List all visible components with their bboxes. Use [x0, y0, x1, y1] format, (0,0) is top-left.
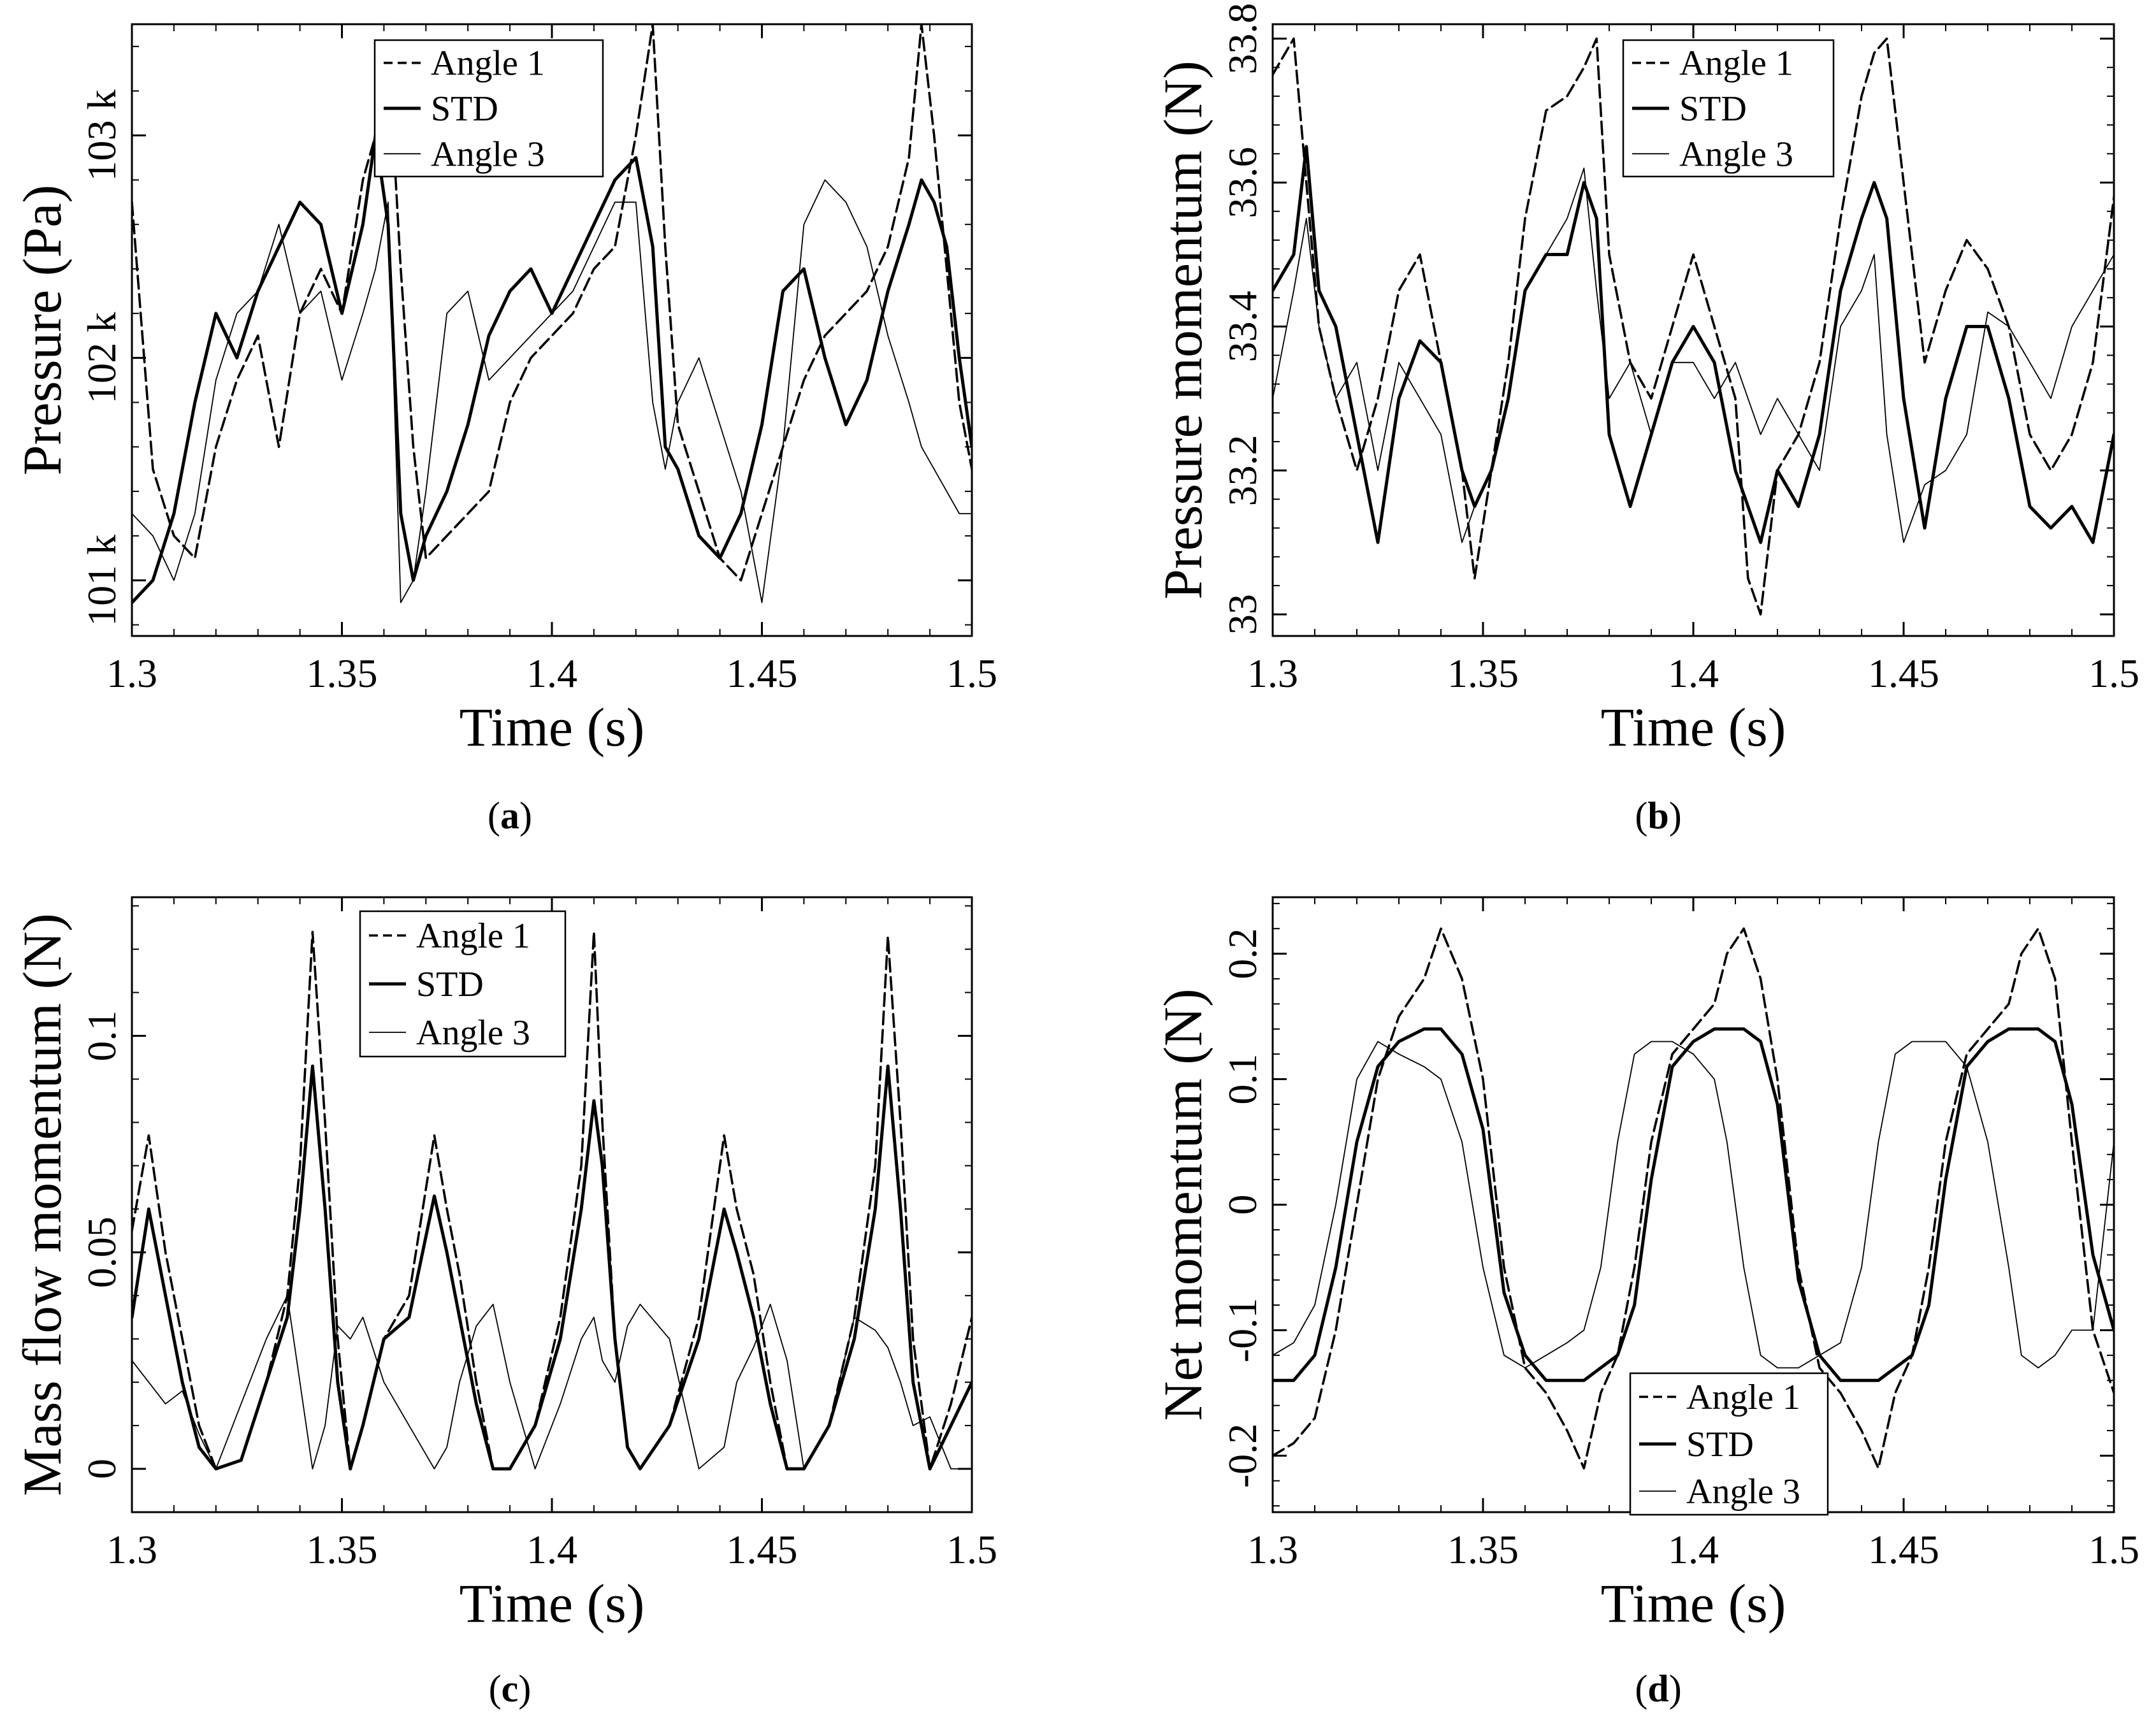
panel-d-series-angle-1-line: [1273, 927, 2114, 1469]
panel-b-x-tick-label: 1.35: [1447, 651, 1519, 696]
panel-a-x-tick-label: 1.5: [946, 651, 997, 696]
panel-d-x-tick-label: 1.5: [2088, 1527, 2139, 1572]
panel-d-x-tick-label: 1.4: [1668, 1527, 1719, 1572]
panel-b-series-angle-3-line: [1273, 168, 2114, 544]
panel-c-y-tick-label: 0.1: [79, 1010, 124, 1061]
panel-c-x-tick-label: 1.4: [526, 1527, 577, 1572]
panel-d-x-tick-label: 1.3: [1247, 1527, 1298, 1572]
panel-d-x-tick-label: 1.35: [1447, 1527, 1519, 1572]
panel-a-legend-label: Angle 1: [431, 44, 545, 83]
panel-b: 1.3 1.35 1.4 1.45 1.5 33 33.2 33.4 33.6 33.8 Time…: [1152, 3, 2139, 837]
panel-b-x-tick-label: 1.4: [1668, 651, 1719, 696]
panel-a-x-axis-label: Time (s): [459, 696, 645, 758]
panel-b-y-tick-label: 33.6: [1220, 147, 1265, 218]
panel-d-x-axis-label: Time (s): [1601, 1573, 1786, 1634]
panel-d-legend-label: Angle 1: [1686, 1378, 1800, 1417]
panel-a-x-tick-label: 1.4: [526, 651, 577, 696]
panel-a-y-tick-label: 102 k: [79, 312, 124, 404]
panel-a-x-tick-label: 1.45: [727, 651, 798, 696]
panel-c-y-tick-label: 0.05: [79, 1216, 124, 1288]
panel-b-x-tick-label: 1.45: [1868, 651, 1939, 696]
panel-b-ticks: 1.3 1.35 1.4 1.45 1.5 33 33.2 33.4 33.6 33.8: [1220, 3, 2139, 696]
panel-c-legend-label: Angle 1: [416, 916, 530, 956]
panel-c-y-tick-label: 0: [79, 1459, 124, 1479]
panel-b-x-axis-label: Time (s): [1601, 696, 1786, 758]
panel-d-legend-label: STD: [1686, 1425, 1754, 1464]
panel-c-y-axis-label: Mass flow momentum (N): [11, 913, 73, 1496]
panel-d-y-tick-label: -0.1: [1220, 1298, 1265, 1362]
panel-a-y-tick-label: 101 k: [79, 535, 124, 626]
panel-c-x-tick-label: 1.35: [307, 1527, 378, 1572]
panel-d-series-angle-3-line: [1273, 1041, 2114, 1369]
panel-c-legend: Angle 1 STD Angle 3: [359, 910, 567, 1058]
panel-b-series-angle-1-line: [1273, 37, 2114, 616]
panel-a-series-std-line: [132, 134, 972, 605]
panel-b-caption-letter: b: [1647, 795, 1668, 837]
panel-d-x-tick-label: 1.45: [1868, 1527, 1939, 1572]
panel-b-series-std-line: [1273, 145, 2114, 544]
panel-a-x-tick-label: 1.3: [106, 651, 157, 696]
panel-b-plot-area: [1273, 37, 2114, 616]
panel-c-caption: (c): [489, 1668, 532, 1710]
panel-a-ticks: 1.3 1.35 1.4 1.45 1.5 101 k 102 k 103 k: [79, 24, 997, 696]
panel-d-legend-label: Angle 3: [1686, 1472, 1800, 1512]
panel-a-legend-label: STD: [431, 89, 498, 129]
panel-a-y-tick-label: 103 k: [79, 90, 124, 182]
panel-a-series-angle-1-line: [132, 24, 972, 582]
panel-a-series-angle-3-line: [132, 179, 972, 603]
panel-b-caption: (b): [1635, 795, 1681, 837]
panel-b-x-tick-label: 1.5: [2088, 651, 2139, 696]
panel-c-caption-letter: c: [502, 1668, 519, 1710]
panel-c-x-tick-label: 1.5: [946, 1527, 997, 1572]
panel-a-legend-label: Angle 3: [431, 134, 545, 174]
panel-c-series-angle-3-line: [132, 1295, 972, 1469]
panel-b-legend-label: Angle 1: [1679, 44, 1793, 83]
panel-c-ticks: 1.3 1.35 1.4 1.45 1.5 0 0.05 0.1: [79, 897, 997, 1572]
panel-d-y-tick-label: 0.1: [1220, 1054, 1265, 1105]
panel-d-y-axis-label: Net momentum (N): [1152, 988, 1213, 1420]
panel-b-legend-label: Angle 3: [1679, 134, 1793, 174]
panel-a-legend: Angle 1 STD Angle 3: [373, 39, 604, 178]
panel-d-y-tick-label: -0.2: [1220, 1424, 1265, 1488]
panel-c-series-std-line: [132, 1064, 972, 1471]
panel-a-caption: (a): [488, 795, 532, 837]
panel-c-x-tick-label: 1.45: [727, 1527, 798, 1572]
panel-b-y-tick-label: 33.2: [1220, 435, 1265, 506]
panel-d-y-tick-label: 0: [1220, 1195, 1265, 1215]
panel-a: 1.3 1.35 1.4 1.45 1.5 101 k 102 k 103 k Time (s…: [11, 23, 997, 837]
panel-d-y-tick-label: 0.2: [1220, 928, 1265, 979]
panel-d-caption: (d): [1635, 1668, 1681, 1710]
panel-c-plot-area: [132, 930, 972, 1471]
panel-d-series-std-line: [1273, 1027, 2114, 1382]
panel-b-legend-label: STD: [1679, 89, 1747, 129]
panel-b-y-tick-label: 33: [1220, 594, 1265, 635]
panel-d: 1.3 1.35 1.4 1.45 1.5 -0.2 -0.1 0 0.1 0.2 Time (s…: [1152, 896, 2139, 1710]
panel-c-legend-label: STD: [416, 965, 484, 1004]
panel-a-y-axis-label: Pressure (Pa): [11, 185, 73, 475]
panel-d-legend: Angle 1 STD Angle 3: [1629, 1372, 1829, 1516]
panel-b-y-axis-label: Pressure momentum (N): [1152, 61, 1213, 600]
panel-d-plot-area: [1273, 927, 2114, 1469]
panel-b-y-tick-label: 33.4: [1220, 291, 1265, 362]
panel-c-x-axis-label: Time (s): [459, 1573, 645, 1634]
panel-c: 1.3 1.35 1.4 1.45 1.5 0 0.05 0.1 Time (s) Mass …: [11, 896, 997, 1710]
panel-b-x-tick-label: 1.3: [1247, 651, 1298, 696]
panel-b-y-tick-label: 33.8: [1220, 3, 1265, 75]
panel-b-legend: Angle 1 STD Angle 3: [1622, 39, 1835, 178]
panel-d-ticks: 1.3 1.35 1.4 1.45 1.5 -0.2 -0.1 0 0.1 0.2: [1220, 897, 2139, 1572]
panel-c-x-tick-label: 1.3: [106, 1527, 157, 1572]
panel-a-plot-area: [132, 24, 972, 605]
panel-a-caption-letter: a: [500, 795, 519, 837]
panel-d-caption-letter: d: [1647, 1668, 1668, 1710]
panel-a-x-tick-label: 1.35: [307, 651, 378, 696]
panel-c-legend-label: Angle 3: [416, 1013, 530, 1053]
